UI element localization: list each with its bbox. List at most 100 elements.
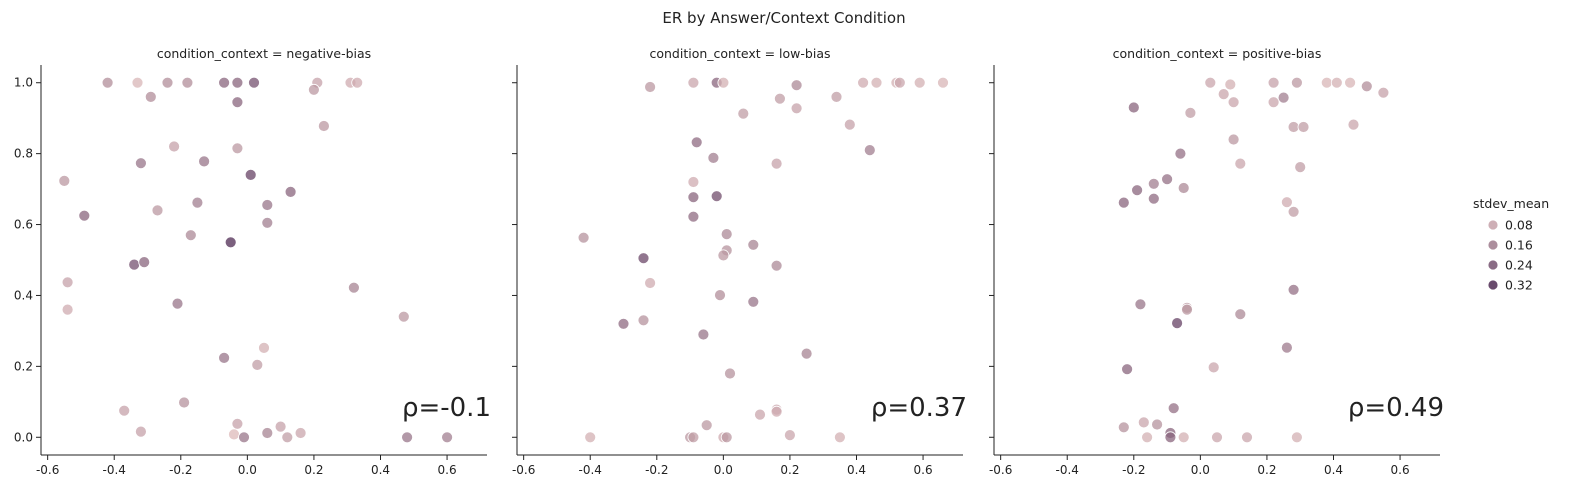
scatter-point [258,341,270,354]
scatter-point [238,431,250,444]
y-tick-label: 0.6 [14,218,33,232]
scatter-point [687,176,700,188]
scatter-point [690,136,703,149]
scatter-point [1347,118,1360,131]
scatter-point [198,155,211,168]
scatter-point [218,351,231,364]
scatter-point [1294,161,1307,174]
scatter-point [261,427,274,439]
scatter-points [1117,76,1390,444]
scatter-point [1147,192,1160,205]
scatter-point [834,431,846,444]
scatter-point [1377,86,1390,99]
scatter-point [78,209,91,222]
scatter-point [1234,308,1247,321]
scatter-point [843,118,856,131]
scatter-point [284,185,297,198]
scatter-point [134,157,147,170]
scatter-point [261,216,274,229]
x-tick-label: 0.6 [1391,463,1410,477]
scatter-point [700,419,713,432]
scatter-point [1320,76,1333,89]
scatter-point [724,367,736,380]
scatter-point [1224,78,1237,91]
scatter-point [617,317,630,330]
rho-annotation: ρ=0.49 [1348,393,1444,423]
scatter-point [231,142,244,155]
x-tick-label: -0.6 [989,463,1012,477]
scatter-point [244,168,257,181]
scatter-point [151,204,164,217]
scatter-point [317,120,330,132]
scatter-points [577,76,949,444]
scatter-point [737,107,750,120]
scatter-point [687,191,700,204]
scatter-point [714,289,726,302]
scatter-point [1151,418,1163,431]
scatter-point [171,297,184,310]
y-tick-label: 0.2 [14,359,33,373]
scatter-point [1184,107,1197,119]
scatter-point [401,431,414,444]
y-tick-label: 0.0 [14,430,33,444]
scatter-point [231,417,244,430]
figure-title: ER by Answer/Context Condition [662,9,905,27]
scatter-point [720,431,733,444]
scatter-point [790,79,803,92]
scatter-point [800,347,813,360]
scatter-point [577,231,590,244]
x-tick-label: -0.2 [645,463,668,477]
scatter-point [1291,76,1303,89]
legend-label: 0.32 [1505,278,1533,293]
x-tick-label: 0.4 [1324,463,1343,477]
scatter-point [1287,283,1300,296]
scatter-point [397,310,410,323]
legend-title: stdev_mean [1473,196,1549,211]
scatter-point [774,92,786,105]
legend-marker [1487,279,1499,291]
scatter-point [1177,182,1190,194]
scatter-point [61,303,74,316]
scatter-point [1267,76,1280,89]
scatter-point [637,252,650,265]
scatter-point [1291,431,1303,444]
legend-label: 0.24 [1505,258,1533,273]
y-tick-label: 1.0 [14,76,33,90]
scatter-point [1281,196,1293,209]
scatter-point [747,238,760,251]
scatter-point [1330,76,1343,89]
x-tick-label: -0.2 [1122,463,1145,477]
scatter-point [710,190,723,203]
scatter-point [138,256,151,269]
scatter-point [863,144,876,157]
scatter-point [231,96,244,109]
scatter-point [1117,421,1130,434]
x-tick-label: 0.0 [238,463,257,477]
scatter-point [770,405,783,418]
x-tick-label: 0.2 [780,463,799,477]
scatter-point [228,428,240,441]
scatter-point [1217,88,1230,100]
scatter-point [1207,361,1220,374]
scatter-point [644,81,656,93]
x-tick-label: 0.4 [371,463,390,477]
scatter-point [1360,80,1373,93]
scatter-point [893,76,906,89]
scatter-point [747,295,760,308]
scatter-point [1121,363,1133,376]
scatter-point [251,358,264,371]
y-tick-label: 0.8 [14,147,33,161]
scatter-point [830,91,843,103]
panel-title: condition_context = positive-bias [1113,46,1322,61]
x-tick-label: 0.6 [438,463,457,477]
x-tick-label: 0.2 [1257,463,1276,477]
x-tick-label: 0.4 [847,463,866,477]
panel-title: condition_context = low-bias [649,46,830,61]
scatter-point [1117,196,1130,209]
scatter-point [168,140,181,153]
scatter-point [1344,76,1356,89]
scatter-point [1211,431,1223,444]
scatter-point [118,404,131,417]
scatter-point [218,76,231,89]
